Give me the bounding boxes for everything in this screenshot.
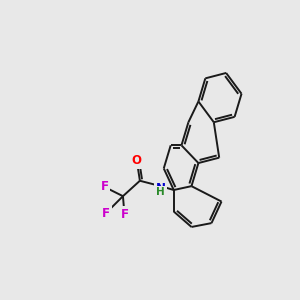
Text: H: H xyxy=(156,187,165,197)
Text: F: F xyxy=(102,207,110,220)
Text: O: O xyxy=(132,154,142,167)
Text: F: F xyxy=(121,208,128,221)
Text: F: F xyxy=(100,180,109,194)
Text: N: N xyxy=(156,182,166,195)
